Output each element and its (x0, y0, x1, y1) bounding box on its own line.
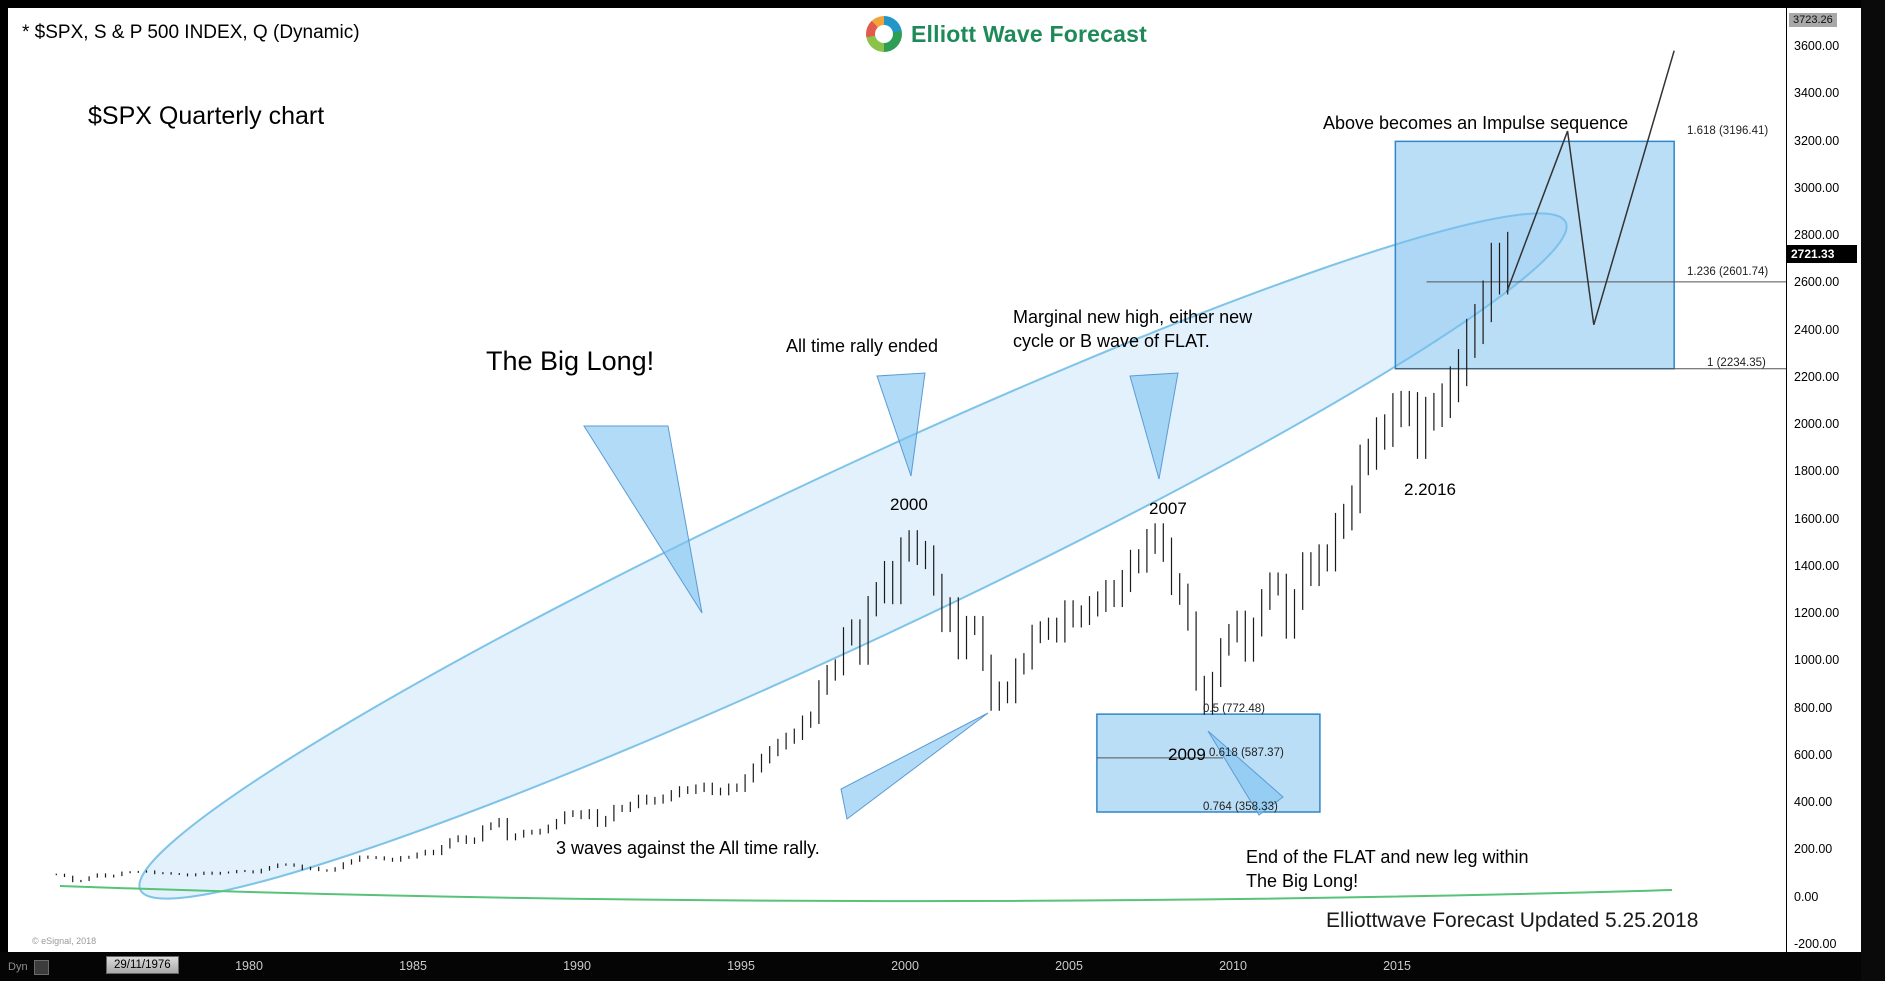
brand-name: Elliott Wave Forecast (911, 20, 1147, 47)
year-tick-label: 2005 (1055, 959, 1083, 973)
chart-label: $SPX Quarterly chart (88, 102, 325, 130)
year-tick-label: 2015 (1383, 959, 1411, 973)
label-year-2009: 2009 (1168, 745, 1206, 764)
fib-level-label: 1.236 (2601.74) (1687, 265, 1769, 278)
high-price-tag: 3723.26 (1789, 13, 1837, 27)
price-tick-label: 400.00 (1794, 795, 1833, 810)
annotation-rally-ended: All time rally ended (786, 336, 939, 356)
label-year-2007: 2007 (1149, 499, 1187, 518)
fib-level-label: 0.618 (587.37) (1209, 746, 1284, 759)
annotation-wedge-3 (1129, 372, 1179, 480)
price-tick-label: 1800.00 (1794, 464, 1840, 479)
right-scrollbar[interactable] (1861, 0, 1885, 981)
chart-plot-area[interactable]: * $SPX, S & P 500 INDEX, Q (Dynamic) Ell… (8, 8, 1786, 952)
fib-level-label: 1 (2234.35) (1707, 356, 1766, 369)
price-tick-label: 3400.00 (1794, 86, 1840, 101)
price-chart-canvas (55, 50, 1786, 903)
price-tick-label: 2600.00 (1794, 275, 1840, 290)
footer-update-note: Elliottwave Forecast Updated 5.25.2018 (1326, 909, 1699, 932)
price-tick-label: 3600.00 (1794, 39, 1840, 53)
annotation-marginal-high: Marginal new high, either new cycle or B… (1013, 305, 1252, 353)
fib-box-2 (1096, 713, 1321, 813)
annotation-impulse: Above becomes an Impulse sequence (1323, 113, 1629, 133)
price-tick-label: 1200.00 (1794, 606, 1840, 621)
price-tick-label: 1400.00 (1794, 558, 1840, 573)
annotation-flat-end-line2: The Big Long! (1246, 871, 1359, 891)
price-tick-label: 1000.00 (1794, 653, 1840, 668)
first-bar-date-button[interactable]: 29/11/1976 (106, 956, 179, 974)
brand-logo-icon (866, 16, 902, 52)
impulse-projection (1506, 50, 1675, 326)
annotation-marginal-high-line1: Marginal new high, either new (1013, 307, 1253, 327)
year-tick-label: 2000 (891, 959, 919, 973)
green-base-curve (59, 885, 1673, 903)
annotation-wedge-1 (583, 425, 703, 614)
dyn-mode-label[interactable]: Dyn (8, 961, 28, 973)
fib-level-label: 0.764 (358.33) (1203, 801, 1278, 813)
annotation-three-waves: 3 waves against the All time rally. (556, 838, 820, 858)
annotation-flat-end-line1: End of the FLAT and new leg within (1246, 847, 1529, 867)
last-price-tag: 2721.33 (1787, 244, 1857, 263)
lock-icon[interactable] (34, 960, 49, 975)
symbol-title: * $SPX, S & P 500 INDEX, Q (Dynamic) (22, 22, 360, 43)
fib-level-label: 1.618 (3196.41) (1687, 125, 1769, 138)
price-tick-label: 2800.00 (1794, 228, 1840, 243)
annotation-wedge-5 (1207, 730, 1284, 816)
channel-ellipse (138, 212, 1568, 900)
price-tick-label: 200.00 (1794, 842, 1833, 857)
time-axis-bar: Dyn 29/11/1976 1980 1985 1990 1995 2000 2005 2… (0, 952, 1861, 981)
fib-box-1 (1394, 140, 1675, 370)
price-tick-label: 600.00 (1794, 747, 1833, 762)
label-feb-2016: 2.2016 (1404, 480, 1456, 499)
price-tick-label: 1600.00 (1794, 511, 1840, 526)
price-tick-label: 800.00 (1794, 700, 1833, 715)
price-tick-label: 3000.00 (1794, 180, 1840, 195)
price-tick-label: -200.00 (1794, 936, 1837, 951)
year-tick-label: 1980 (235, 959, 263, 973)
annotation-wedge-4 (840, 712, 989, 820)
annotation-wedge-2 (876, 372, 926, 477)
price-tick-label: 2400.00 (1794, 322, 1840, 337)
year-tick-label: 2010 (1219, 959, 1247, 973)
label-year-2000: 2000 (890, 495, 928, 514)
annotation-flat-end: End of the FLAT and new leg within The B… (1246, 845, 1529, 893)
annotation-big-long: The Big Long! (486, 346, 655, 376)
price-tick-label: 3200.00 (1794, 133, 1840, 148)
price-axis[interactable]: 3723.26 3600.00 3400.00 3200.00 3000.00 2800… (1786, 8, 1862, 952)
annotation-marginal-high-line2: cycle or B wave of FLAT. (1013, 331, 1210, 351)
brand-logo: Elliott Wave Forecast (866, 16, 1147, 52)
fib-level-label: 0.5 (772.48) (1203, 703, 1266, 716)
esignal-watermark: © eSignal, 2018 (32, 936, 97, 946)
price-tick-label: 2200.00 (1794, 369, 1840, 384)
year-tick-label: 1985 (399, 959, 427, 973)
year-tick-label: 1995 (727, 959, 755, 973)
year-tick-label: 1990 (563, 959, 591, 973)
price-tick-label: 2000.00 (1794, 417, 1840, 432)
price-tick-label: 0.00 (1794, 889, 1819, 904)
